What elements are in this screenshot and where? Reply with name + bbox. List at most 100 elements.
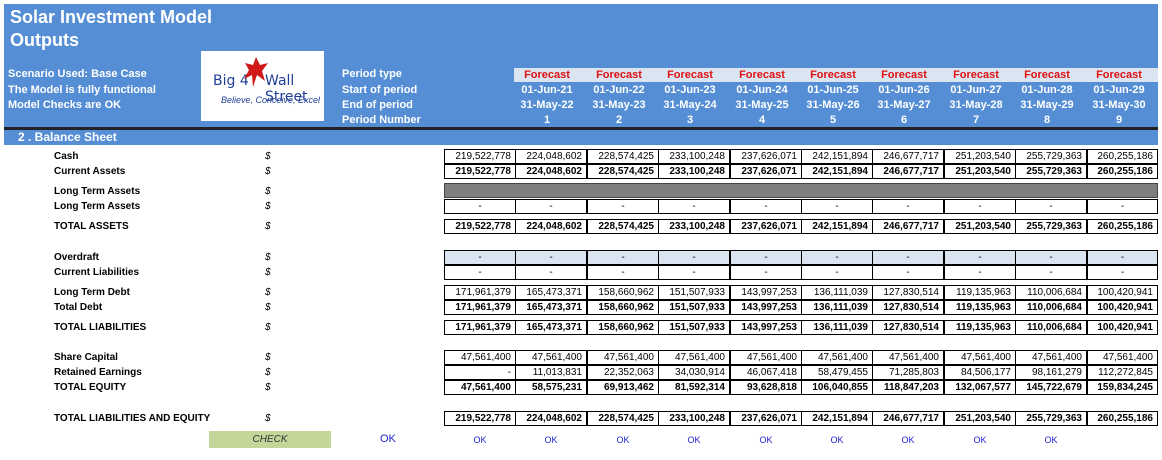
cell-cash-1[interactable]: 219,522,778 xyxy=(444,149,516,164)
cell-share-capital-4[interactable]: 47,561,400 xyxy=(658,350,730,365)
cell-total-assets-7[interactable]: 246,677,717 xyxy=(872,219,944,234)
cell-current-liabilities-2[interactable]: - xyxy=(515,265,587,280)
cell-total-assets-6[interactable]: 242,151,894 xyxy=(801,219,873,234)
cell-overdraft-8[interactable]: - xyxy=(944,250,1016,265)
cell-total-liabilities-2[interactable]: 165,473,371 xyxy=(515,320,587,335)
cell-current-assets-1[interactable]: 219,522,778 xyxy=(444,164,516,179)
cell-current-liabilities-3[interactable]: - xyxy=(587,265,659,280)
cell-ltd-9[interactable]: 110,006,684 xyxy=(1015,285,1087,300)
cell-total-liabilities-3[interactable]: 158,660,962 xyxy=(587,320,659,335)
cell-lta-2[interactable]: - xyxy=(515,199,587,214)
cell-current-assets-10[interactable]: 260,255,186 xyxy=(1087,164,1158,179)
cell-total-debt-8[interactable]: 119,135,963 xyxy=(944,300,1016,315)
cell-tle-6[interactable]: 242,151,894 xyxy=(801,411,873,426)
cell-retained-6[interactable]: 58,479,455 xyxy=(801,365,873,380)
cell-cash-4[interactable]: 233,100,248 xyxy=(658,149,730,164)
cell-overdraft-10[interactable]: - xyxy=(1087,250,1158,265)
cell-cash-8[interactable]: 251,203,540 xyxy=(944,149,1016,164)
cell-tle-1[interactable]: 219,522,778 xyxy=(444,411,516,426)
cell-cash-10[interactable]: 260,255,186 xyxy=(1087,149,1158,164)
cell-overdraft-3[interactable]: - xyxy=(587,250,659,265)
cell-retained-2[interactable]: 11,013,831 xyxy=(515,365,587,380)
cell-share-capital-6[interactable]: 47,561,400 xyxy=(801,350,873,365)
cell-retained-10[interactable]: 112,272,845 xyxy=(1087,365,1158,380)
cell-total-equity-2[interactable]: 58,575,231 xyxy=(515,380,587,395)
cell-ltd-5[interactable]: 143,997,253 xyxy=(730,285,802,300)
cell-total-equity-1[interactable]: 47,561,400 xyxy=(444,380,516,395)
cell-ltd-4[interactable]: 151,507,933 xyxy=(658,285,730,300)
cell-current-assets-4[interactable]: 233,100,248 xyxy=(658,164,730,179)
cell-total-equity-9[interactable]: 145,722,679 xyxy=(1015,380,1087,395)
cell-total-debt-1[interactable]: 171,961,379 xyxy=(444,300,516,315)
cell-total-assets-9[interactable]: 255,729,363 xyxy=(1015,219,1087,234)
cell-tle-2[interactable]: 224,048,602 xyxy=(515,411,587,426)
cell-lta-1[interactable]: - xyxy=(444,199,516,214)
cell-current-liabilities-8[interactable]: - xyxy=(944,265,1016,280)
cell-total-liabilities-4[interactable]: 151,507,933 xyxy=(658,320,730,335)
cell-retained-5[interactable]: 46,067,418 xyxy=(730,365,802,380)
cell-cash-3[interactable]: 228,574,425 xyxy=(587,149,659,164)
cell-retained-8[interactable]: 84,506,177 xyxy=(944,365,1016,380)
cell-tle-5[interactable]: 237,626,071 xyxy=(730,411,802,426)
cell-tle-4[interactable]: 233,100,248 xyxy=(658,411,730,426)
cell-total-liabilities-7[interactable]: 127,830,514 xyxy=(872,320,944,335)
cell-tle-3[interactable]: 228,574,425 xyxy=(587,411,659,426)
cell-cash-9[interactable]: 255,729,363 xyxy=(1015,149,1087,164)
cell-current-assets-6[interactable]: 242,151,894 xyxy=(801,164,873,179)
cell-overdraft-9[interactable]: - xyxy=(1015,250,1087,265)
cell-total-assets-5[interactable]: 237,626,071 xyxy=(730,219,802,234)
cell-current-assets-8[interactable]: 251,203,540 xyxy=(944,164,1016,179)
cell-total-liabilities-6[interactable]: 136,111,039 xyxy=(801,320,873,335)
cell-total-assets-10[interactable]: 260,255,186 xyxy=(1087,219,1158,234)
cell-retained-7[interactable]: 71,285,803 xyxy=(872,365,944,380)
cell-lta-10[interactable]: - xyxy=(1087,199,1158,214)
cell-cash-6[interactable]: 242,151,894 xyxy=(801,149,873,164)
cell-lta-8[interactable]: - xyxy=(944,199,1016,214)
cell-share-capital-2[interactable]: 47,561,400 xyxy=(515,350,587,365)
cell-ltd-10[interactable]: 100,420,941 xyxy=(1087,285,1158,300)
cell-total-equity-7[interactable]: 118,847,203 xyxy=(872,380,944,395)
cell-share-capital-1[interactable]: 47,561,400 xyxy=(444,350,516,365)
cell-total-debt-3[interactable]: 158,660,962 xyxy=(587,300,659,315)
cell-retained-3[interactable]: 22,352,063 xyxy=(587,365,659,380)
cell-ltd-7[interactable]: 127,830,514 xyxy=(872,285,944,300)
cell-total-debt-2[interactable]: 165,473,371 xyxy=(515,300,587,315)
cell-total-debt-5[interactable]: 143,997,253 xyxy=(730,300,802,315)
cell-current-liabilities-9[interactable]: - xyxy=(1015,265,1087,280)
cell-total-equity-3[interactable]: 69,913,462 xyxy=(587,380,659,395)
cell-tle-7[interactable]: 246,677,717 xyxy=(872,411,944,426)
cell-ltd-6[interactable]: 136,111,039 xyxy=(801,285,873,300)
cell-lta-5[interactable]: - xyxy=(730,199,802,214)
cell-total-assets-1[interactable]: 219,522,778 xyxy=(444,219,516,234)
cell-total-debt-7[interactable]: 127,830,514 xyxy=(872,300,944,315)
cell-total-liabilities-5[interactable]: 143,997,253 xyxy=(730,320,802,335)
cell-total-liabilities-9[interactable]: 110,006,684 xyxy=(1015,320,1087,335)
cell-tle-9[interactable]: 255,729,363 xyxy=(1015,411,1087,426)
cell-lta-7[interactable]: - xyxy=(872,199,944,214)
cell-share-capital-9[interactable]: 47,561,400 xyxy=(1015,350,1087,365)
cell-cash-5[interactable]: 237,626,071 xyxy=(730,149,802,164)
cell-cash-7[interactable]: 246,677,717 xyxy=(872,149,944,164)
cell-lta-4[interactable]: - xyxy=(658,199,730,214)
cell-total-liabilities-1[interactable]: 171,961,379 xyxy=(444,320,516,335)
cell-share-capital-8[interactable]: 47,561,400 xyxy=(944,350,1016,365)
cell-current-assets-7[interactable]: 246,677,717 xyxy=(872,164,944,179)
cell-overdraft-5[interactable]: - xyxy=(730,250,802,265)
cell-share-capital-3[interactable]: 47,561,400 xyxy=(587,350,659,365)
cell-total-equity-6[interactable]: 106,040,855 xyxy=(801,380,873,395)
cell-retained-1[interactable]: - xyxy=(444,365,516,380)
cell-current-assets-2[interactable]: 224,048,602 xyxy=(515,164,587,179)
cell-total-liabilities-10[interactable]: 100,420,941 xyxy=(1087,320,1158,335)
cell-total-debt-9[interactable]: 110,006,684 xyxy=(1015,300,1087,315)
cell-total-assets-8[interactable]: 251,203,540 xyxy=(944,219,1016,234)
cell-current-assets-9[interactable]: 255,729,363 xyxy=(1015,164,1087,179)
cell-current-liabilities-1[interactable]: - xyxy=(444,265,516,280)
cell-share-capital-10[interactable]: 47,561,400 xyxy=(1087,350,1158,365)
cell-current-liabilities-7[interactable]: - xyxy=(872,265,944,280)
cell-share-capital-5[interactable]: 47,561,400 xyxy=(730,350,802,365)
cell-retained-9[interactable]: 98,161,279 xyxy=(1015,365,1087,380)
cell-tle-8[interactable]: 251,203,540 xyxy=(944,411,1016,426)
cell-current-liabilities-5[interactable]: - xyxy=(730,265,802,280)
cell-total-debt-10[interactable]: 100,420,941 xyxy=(1087,300,1158,315)
cell-current-liabilities-10[interactable]: - xyxy=(1087,265,1158,280)
